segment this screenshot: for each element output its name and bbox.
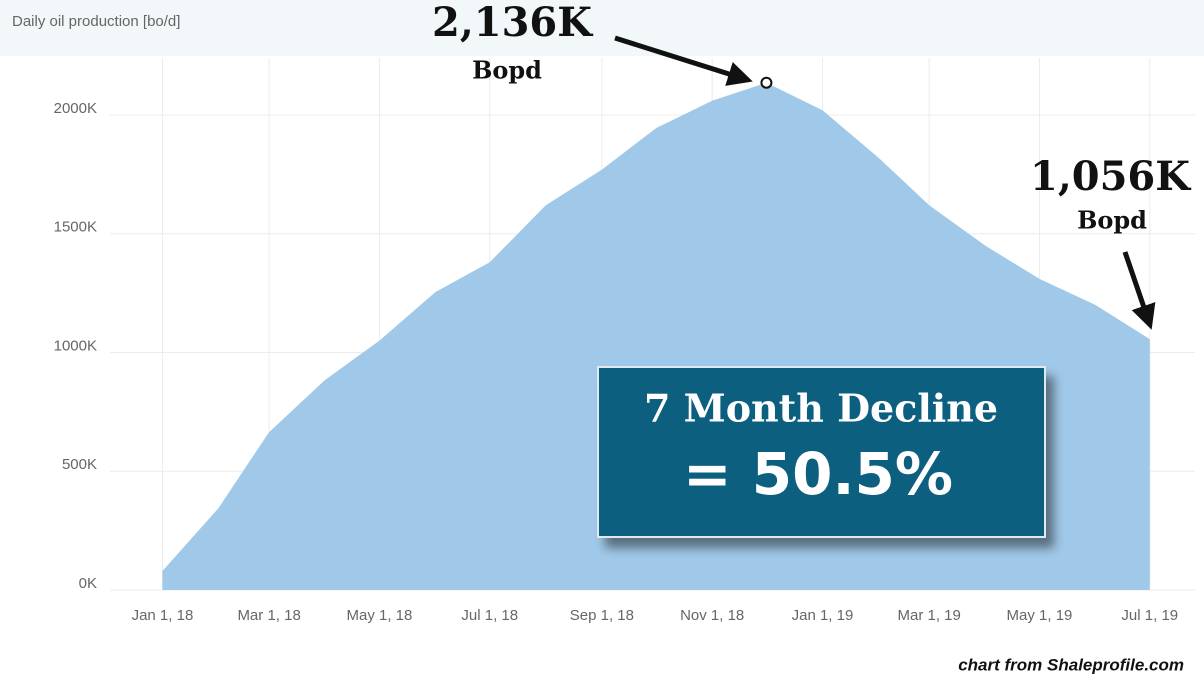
x-tick-label: Jan 1, 19 (792, 607, 854, 624)
chart-title: Daily oil production [bo/d] (12, 13, 180, 30)
y-tick-label: 500K (62, 456, 97, 473)
last-unit: Bopd (1077, 206, 1147, 235)
last-arrow (1122, 251, 1156, 330)
y-tick-label: 2000K (54, 100, 97, 117)
peak-unit: Bopd (472, 56, 542, 85)
x-tick-label: Mar 1, 19 (897, 607, 960, 624)
x-tick-label: May 1, 18 (347, 607, 413, 624)
x-tick-label: May 1, 19 (1007, 607, 1073, 624)
x-tick-label: Nov 1, 18 (680, 607, 744, 624)
x-tick-label: Mar 1, 18 (237, 607, 300, 624)
x-tick-label: Jul 1, 19 (1121, 607, 1178, 624)
callout-box (597, 366, 1046, 538)
x-tick-label: Jan 1, 18 (132, 607, 194, 624)
peak-marker (760, 76, 773, 89)
y-tick-label: 1000K (54, 337, 97, 354)
last-label: 1,056K (1030, 153, 1191, 200)
peak-arrow (614, 35, 753, 86)
callout-title: 7 Month Decline (644, 386, 998, 431)
peak-label: 2,136K (432, 0, 593, 46)
y-tick-label: 0K (79, 575, 97, 592)
callout-value: = 50.5% (683, 440, 953, 508)
x-tick-label: Jul 1, 18 (461, 607, 518, 624)
source: chart from Shaleprofile.com (958, 655, 1184, 674)
y-tick-label: 1500K (54, 219, 97, 236)
x-tick-label: Sep 1, 18 (570, 607, 634, 624)
header-bar (0, 0, 1204, 56)
